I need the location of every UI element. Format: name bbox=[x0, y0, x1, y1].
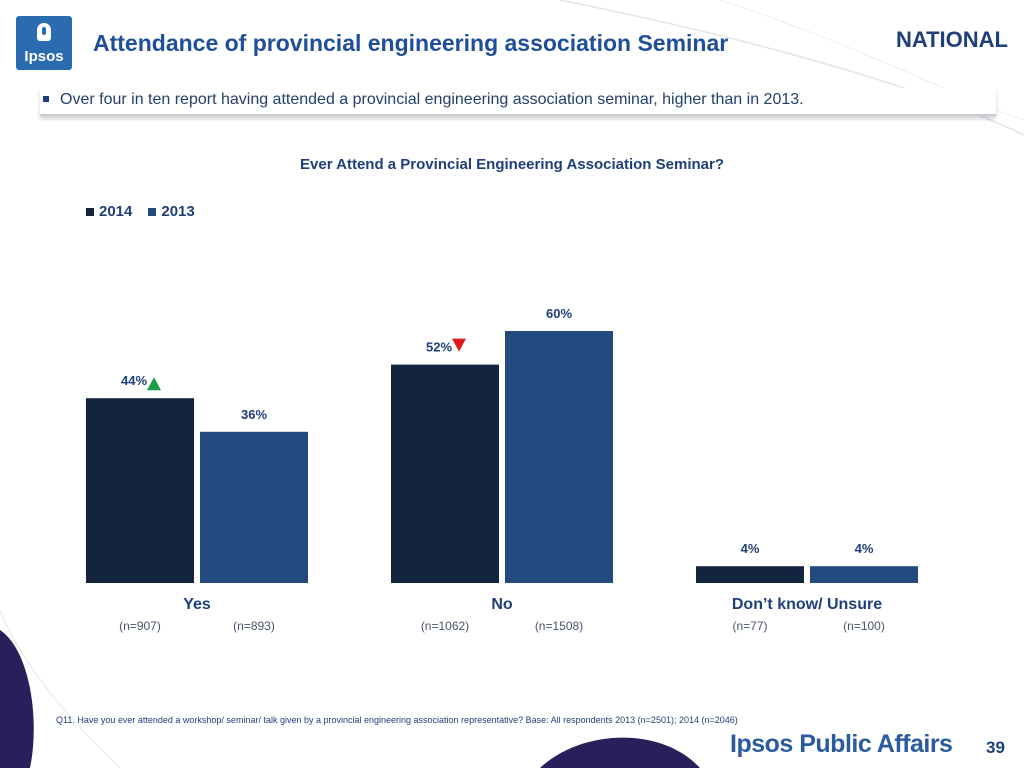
data-label-don-t-know-unsure-2014: 4% bbox=[741, 541, 760, 556]
sample-size-don-t-know-unsure-2014: (n=77) bbox=[732, 619, 767, 633]
data-label-yes-2013: 36% bbox=[241, 407, 267, 422]
sample-size-no-2013: (n=1508) bbox=[535, 619, 583, 633]
ipsos-logo: Ipsos bbox=[16, 16, 72, 70]
region-label: NATIONAL bbox=[895, 27, 1008, 52]
key-finding-text: Over four in ten report having attended … bbox=[60, 91, 804, 108]
data-label-yes-2014: 44% bbox=[121, 373, 147, 388]
page-title: Attendance of provincial engineering ass… bbox=[93, 30, 729, 56]
bar-don-t-know-unsure-2014 bbox=[696, 566, 804, 583]
up-arrow-icon bbox=[147, 377, 161, 391]
category-label-yes: Yes bbox=[183, 596, 211, 613]
logo-mark-icon bbox=[37, 23, 51, 41]
brand-wordmark: Ipsos Public Affairs bbox=[730, 730, 953, 758]
bullet-icon bbox=[43, 96, 49, 102]
legend-item-2013: 2013 bbox=[148, 203, 195, 220]
sample-size-no-2014: (n=1062) bbox=[421, 619, 469, 633]
sample-size-yes-2013: (n=893) bbox=[233, 619, 275, 633]
chart-legend: 2014 2013 bbox=[86, 203, 211, 220]
data-label-no-2014: 52% bbox=[426, 340, 452, 355]
page-number: 39 bbox=[986, 738, 1005, 757]
legend-label-2014: 2014 bbox=[99, 203, 133, 220]
sample-size-yes-2014: (n=907) bbox=[119, 619, 161, 633]
key-finding-banner: Over four in ten report having attended … bbox=[40, 88, 996, 116]
legend-item-2014: 2014 bbox=[86, 203, 132, 220]
logo-text: Ipsos bbox=[24, 48, 64, 65]
down-arrow-icon bbox=[452, 338, 466, 352]
chart-title: Ever Attend a Provincial Engineering Ass… bbox=[300, 156, 724, 173]
legend-swatch-2013 bbox=[148, 207, 157, 216]
bar-no-2013 bbox=[505, 331, 613, 583]
bar-yes-2014 bbox=[86, 398, 194, 583]
bar-don-t-know-unsure-2013 bbox=[810, 566, 918, 583]
footnote: Q11. Have you ever attended a workshop/ … bbox=[56, 715, 738, 725]
data-label-don-t-know-unsure-2013: 4% bbox=[855, 541, 874, 556]
data-label-no-2013: 60% bbox=[546, 306, 572, 321]
legend-swatch-2014 bbox=[86, 207, 94, 216]
legend-label-2013: 2013 bbox=[161, 203, 195, 220]
bar-no-2014 bbox=[391, 364, 499, 583]
sample-size-don-t-know-unsure-2013: (n=100) bbox=[843, 619, 885, 633]
bar-yes-2013 bbox=[200, 431, 308, 583]
category-label-no: No bbox=[491, 596, 513, 613]
category-label-don-t-know-unsure: Don’t know/ Unsure bbox=[732, 596, 882, 613]
